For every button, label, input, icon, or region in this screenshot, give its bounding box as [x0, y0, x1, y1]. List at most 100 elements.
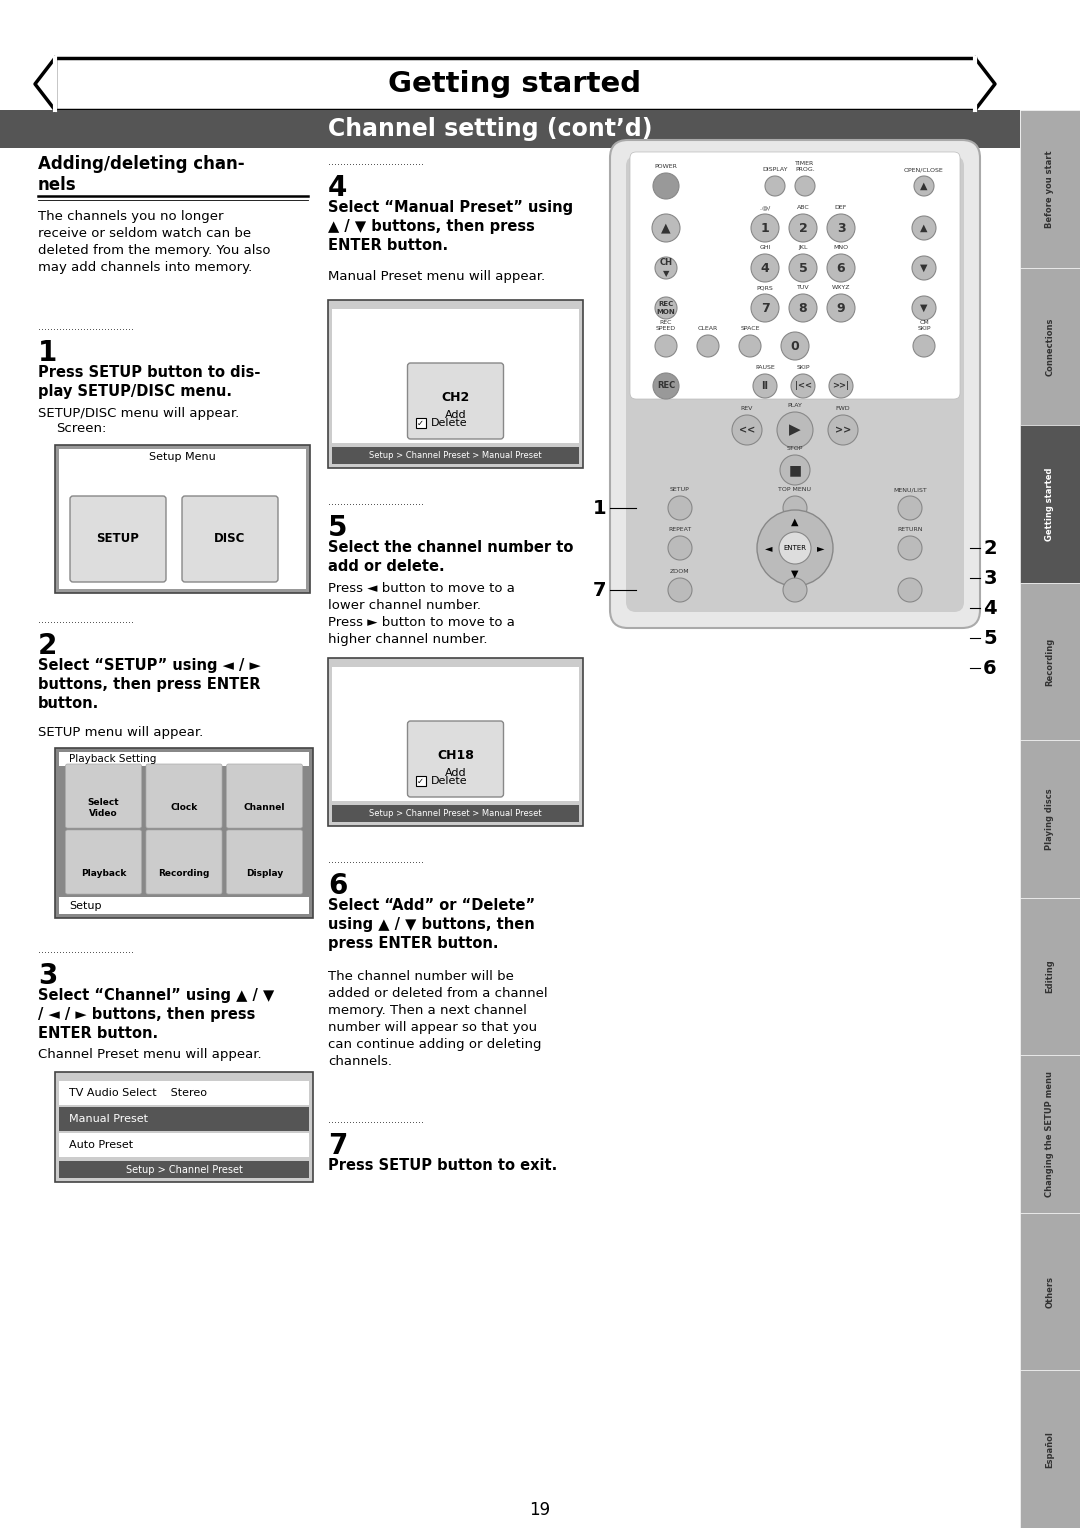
Circle shape — [912, 257, 936, 280]
Bar — [1020, 582, 1080, 740]
FancyBboxPatch shape — [227, 764, 302, 828]
Bar — [59, 1132, 309, 1157]
Bar — [1020, 740, 1080, 898]
Circle shape — [779, 532, 811, 564]
Text: CM
SKIP: CM SKIP — [917, 321, 931, 332]
Text: Select “Manual Preset” using
▲ / ▼ buttons, then press
ENTER button.: Select “Manual Preset” using ▲ / ▼ butto… — [328, 200, 573, 254]
Circle shape — [897, 578, 922, 602]
Circle shape — [913, 335, 935, 358]
FancyBboxPatch shape — [66, 764, 141, 828]
Text: REC: REC — [657, 382, 675, 391]
Circle shape — [827, 214, 855, 241]
Text: Auto Preset: Auto Preset — [69, 1140, 133, 1151]
Text: 1: 1 — [38, 339, 57, 367]
Text: 9: 9 — [837, 301, 846, 315]
Text: ▲: ▲ — [661, 222, 671, 234]
Text: REC
MON: REC MON — [657, 301, 675, 315]
Bar — [55, 1073, 313, 1183]
Text: Select “Add” or “Delete”
using ▲ / ▼ buttons, then
press ENTER button.: Select “Add” or “Delete” using ▲ / ▼ but… — [328, 898, 535, 952]
Text: POWER: POWER — [654, 163, 677, 170]
Text: 1: 1 — [760, 222, 769, 234]
Text: 6: 6 — [837, 261, 846, 275]
Circle shape — [780, 455, 810, 484]
Text: .@​/: .@​/ — [760, 205, 770, 209]
Text: The channels you no longer
receive or seldom watch can be
deleted from the memor: The channels you no longer receive or se… — [38, 209, 270, 274]
Text: FWD: FWD — [836, 406, 850, 411]
Text: Select the channel number to
add or delete.: Select the channel number to add or dele… — [328, 539, 573, 575]
Text: Playback: Playback — [81, 869, 126, 879]
Text: Editing: Editing — [1045, 960, 1054, 993]
Circle shape — [757, 510, 833, 587]
Circle shape — [789, 214, 816, 241]
Text: Manual Preset: Manual Preset — [69, 1114, 148, 1125]
Text: Playback Setting: Playback Setting — [69, 753, 157, 764]
Circle shape — [789, 254, 816, 283]
Circle shape — [912, 296, 936, 319]
Bar — [55, 58, 975, 110]
Text: 4: 4 — [760, 261, 769, 275]
Text: STOP: STOP — [787, 446, 804, 451]
Text: ▼: ▼ — [792, 568, 799, 579]
Text: II: II — [761, 380, 769, 391]
Text: The channel number will be
added or deleted from a channel
memory. Then a next c: The channel number will be added or dele… — [328, 970, 548, 1068]
Text: Delete: Delete — [431, 419, 468, 428]
Text: ································: ································ — [38, 325, 134, 335]
Bar — [332, 668, 579, 801]
Text: ►: ► — [818, 542, 825, 553]
Text: Select
Video: Select Video — [87, 798, 119, 817]
Bar — [59, 897, 309, 914]
Text: 2: 2 — [983, 538, 997, 558]
Circle shape — [789, 293, 816, 322]
FancyBboxPatch shape — [183, 497, 278, 582]
Text: 7: 7 — [593, 581, 607, 599]
Text: Setup: Setup — [69, 902, 102, 911]
Text: |<<: |<< — [795, 382, 811, 391]
Circle shape — [654, 335, 677, 358]
Text: 2: 2 — [798, 222, 808, 234]
Circle shape — [753, 374, 777, 397]
Circle shape — [654, 296, 677, 319]
Bar — [332, 805, 579, 822]
Text: REC
SPEED: REC SPEED — [656, 321, 676, 332]
FancyBboxPatch shape — [70, 497, 166, 582]
Circle shape — [829, 374, 853, 397]
Text: 5: 5 — [983, 628, 997, 648]
Circle shape — [739, 335, 761, 358]
Text: 6: 6 — [983, 659, 997, 677]
Text: Getting started: Getting started — [389, 70, 642, 98]
Bar — [416, 419, 426, 428]
Circle shape — [732, 416, 762, 445]
Bar — [55, 749, 313, 918]
Circle shape — [828, 416, 858, 445]
Text: OPEN/CLOSE: OPEN/CLOSE — [904, 167, 944, 173]
Text: Others: Others — [1045, 1276, 1054, 1308]
Text: Setup > Channel Preset > Manual Preset: Setup > Channel Preset > Manual Preset — [369, 451, 542, 460]
Text: 3: 3 — [38, 963, 57, 990]
Text: 5: 5 — [328, 513, 348, 542]
Circle shape — [751, 254, 779, 283]
Text: SETUP menu will appear.: SETUP menu will appear. — [38, 726, 203, 740]
Text: ▲: ▲ — [920, 223, 928, 232]
Text: Setup > Channel Preset > Manual Preset: Setup > Channel Preset > Manual Preset — [369, 810, 542, 819]
Text: TOP MENU: TOP MENU — [779, 487, 811, 492]
Text: Channel Preset menu will appear.: Channel Preset menu will appear. — [38, 1048, 261, 1060]
Text: 4: 4 — [328, 174, 348, 202]
Text: PLAY: PLAY — [787, 403, 802, 408]
Circle shape — [653, 373, 679, 399]
Text: TIMER
PROG.: TIMER PROG. — [795, 160, 815, 173]
Text: >>|: >>| — [833, 382, 850, 391]
Circle shape — [669, 497, 692, 520]
Text: Press SETUP button to dis-
play SETUP/DISC menu.: Press SETUP button to dis- play SETUP/DI… — [38, 365, 260, 399]
Text: RETURN: RETURN — [897, 527, 922, 532]
Circle shape — [912, 215, 936, 240]
Polygon shape — [35, 58, 55, 110]
Text: Español: Español — [1045, 1430, 1054, 1468]
Text: Getting started: Getting started — [1045, 468, 1054, 541]
Polygon shape — [975, 58, 995, 110]
Circle shape — [781, 332, 809, 361]
Text: Adding/deleting chan-
nels: Adding/deleting chan- nels — [38, 154, 245, 194]
Text: REPEAT: REPEAT — [669, 527, 691, 532]
FancyBboxPatch shape — [630, 151, 960, 399]
Text: Select “Channel” using ▲ / ▼
/ ◄ / ► buttons, then press
ENTER button.: Select “Channel” using ▲ / ▼ / ◄ / ► but… — [38, 989, 274, 1042]
FancyBboxPatch shape — [146, 764, 222, 828]
